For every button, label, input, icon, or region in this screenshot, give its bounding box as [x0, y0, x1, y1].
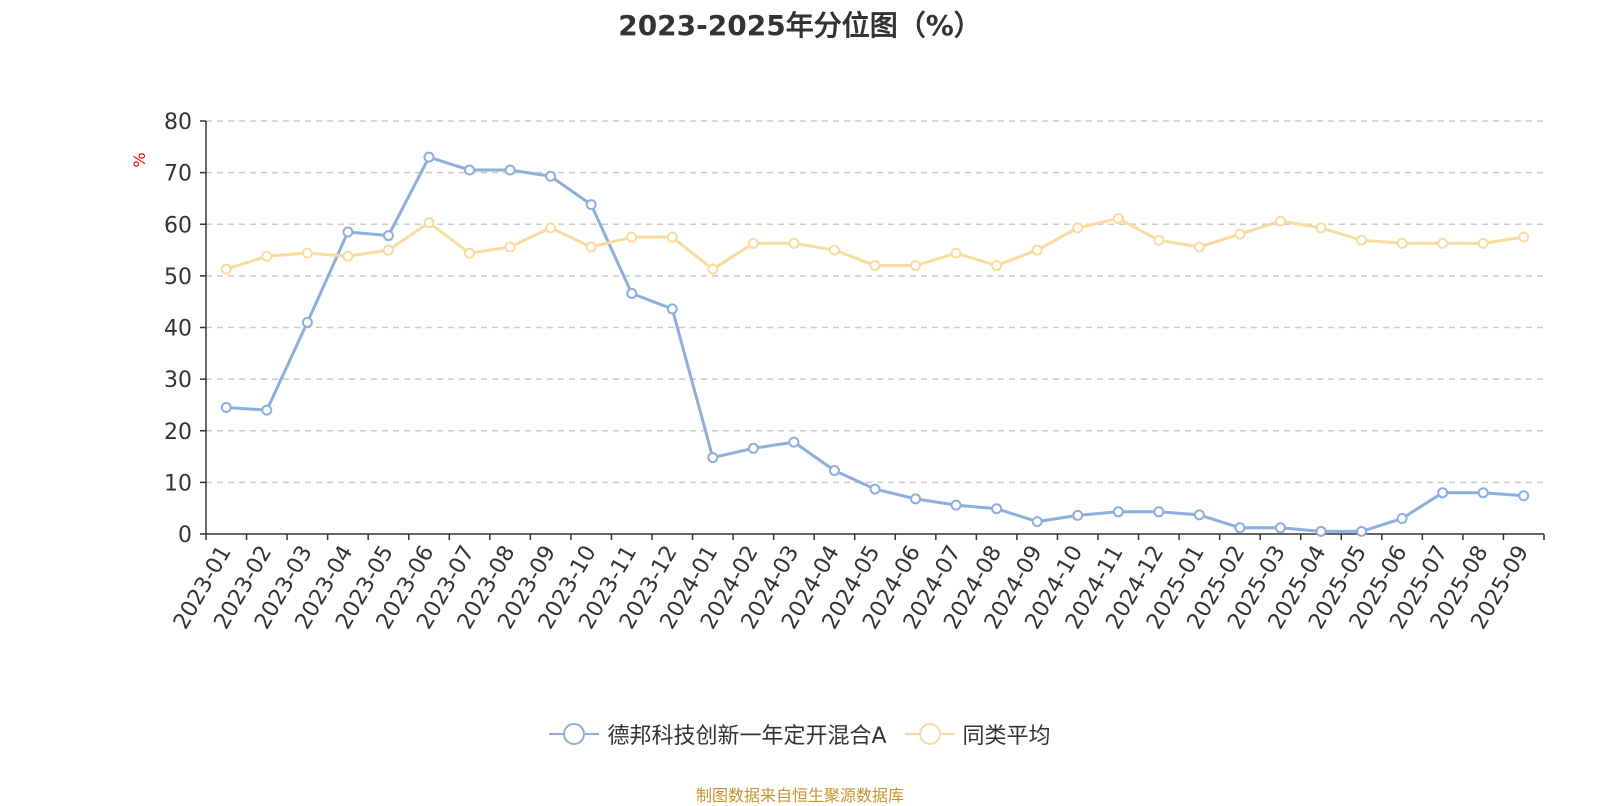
data-point-series-0[interactable] — [869, 483, 881, 495]
data-point-series-1[interactable] — [1518, 231, 1530, 243]
y-axis-label: % — [130, 152, 149, 167]
data-point-series-1[interactable] — [261, 250, 273, 262]
y-tick-label: 20 — [164, 420, 192, 445]
data-point-series-0[interactable] — [1315, 525, 1327, 537]
gridlines — [206, 120, 1544, 484]
data-point-series-0[interactable] — [342, 226, 354, 238]
data-point-series-1[interactable] — [1396, 237, 1408, 249]
data-point-series-1[interactable] — [545, 222, 557, 234]
data-point-series-1[interactable] — [1356, 234, 1368, 246]
data-point-series-1[interactable] — [747, 237, 759, 249]
data-point-series-0[interactable] — [1072, 509, 1084, 521]
data-point-series-0[interactable] — [788, 436, 800, 448]
legend-marker-series-1 — [904, 723, 955, 745]
data-point-series-0[interactable] — [1518, 490, 1530, 502]
data-point-series-0[interactable] — [545, 170, 557, 182]
data-point-series-1[interactable] — [666, 231, 678, 243]
data-point-series-0[interactable] — [1274, 522, 1286, 534]
data-point-series-0[interactable] — [382, 230, 394, 242]
data-point-series-1[interactable] — [342, 250, 354, 262]
data-point-series-0[interactable] — [747, 442, 759, 454]
y-tick-label: 10 — [164, 471, 192, 496]
x-axis-ticks: 2023-012023-022023-032023-042023-052023-… — [169, 534, 1545, 634]
y-tick-label: 60 — [164, 213, 192, 238]
data-point-series-0[interactable] — [1112, 506, 1124, 518]
y-tick-label: 0 — [178, 523, 192, 548]
data-point-series-0[interactable] — [585, 199, 597, 211]
data-point-series-1[interactable] — [423, 217, 435, 229]
series-line-0 — [226, 155, 1524, 533]
chart-title: 2023-2025年分位图（%） — [618, 9, 982, 42]
data-point-series-0[interactable] — [1153, 506, 1165, 518]
data-point-series-0[interactable] — [1031, 516, 1043, 528]
y-tick-label: 50 — [164, 265, 192, 290]
data-point-series-1[interactable] — [1112, 213, 1124, 225]
data-point-series-1[interactable] — [869, 260, 881, 272]
data-point-series-1[interactable] — [585, 241, 597, 253]
data-point-series-0[interactable] — [504, 164, 516, 176]
data-point-series-0[interactable] — [991, 503, 1003, 515]
data-point-series-1[interactable] — [1072, 222, 1084, 234]
data-point-series-0[interactable] — [261, 404, 273, 416]
data-point-series-1[interactable] — [910, 260, 922, 272]
data-point-series-0[interactable] — [707, 452, 719, 464]
data-point-series-1[interactable] — [1153, 234, 1165, 246]
data-point-series-0[interactable] — [666, 303, 678, 315]
data-point-series-1[interactable] — [1437, 237, 1449, 249]
data-point-series-0[interactable] — [301, 316, 313, 328]
data-point-series-0[interactable] — [1356, 525, 1368, 537]
source-note: 制图数据来自恒生聚源数据库 — [695, 786, 904, 805]
data-point-series-0[interactable] — [423, 151, 435, 163]
legend-item-series-1[interactable]: 同类平均 — [904, 718, 1051, 750]
y-axis-ticks: 0 10 20 30 40 50 60 70 80 — [164, 110, 206, 548]
legend-label-series-0: 德邦科技创新一年定开混合A — [607, 724, 887, 749]
data-point-series-0[interactable] — [464, 164, 476, 176]
data-point-series-1[interactable] — [220, 263, 232, 275]
data-point-series-1[interactable] — [464, 247, 476, 259]
data-point-series-1[interactable] — [1477, 237, 1489, 249]
data-point-series-0[interactable] — [220, 402, 232, 414]
legend-label-series-1: 同类平均 — [962, 724, 1051, 749]
y-tick-label: 40 — [164, 317, 192, 342]
data-point-series-0[interactable] — [626, 287, 638, 299]
data-point-series-1[interactable] — [1193, 241, 1205, 253]
series-group — [220, 151, 1530, 537]
data-point-series-0[interactable] — [1234, 522, 1246, 534]
data-point-series-1[interactable] — [504, 241, 516, 253]
data-point-series-1[interactable] — [1234, 228, 1246, 240]
legend-item-series-0[interactable]: 德邦科技创新一年定开混合A — [549, 718, 887, 750]
data-point-series-0[interactable] — [1396, 513, 1408, 525]
y-tick-label: 30 — [164, 368, 192, 393]
data-point-series-0[interactable] — [1477, 487, 1489, 499]
data-point-series-1[interactable] — [788, 237, 800, 249]
data-point-series-0[interactable] — [910, 493, 922, 505]
data-point-series-1[interactable] — [950, 247, 962, 259]
legend-marker-series-0 — [549, 723, 600, 745]
data-point-series-1[interactable] — [991, 260, 1003, 272]
legend: 德邦科技创新一年定开混合A 同类平均 — [0, 718, 1600, 750]
data-point-series-0[interactable] — [1437, 487, 1449, 499]
data-point-series-1[interactable] — [828, 244, 840, 256]
data-point-series-1[interactable] — [1031, 244, 1043, 256]
data-point-series-1[interactable] — [707, 263, 719, 275]
y-tick-label: 80 — [164, 110, 192, 135]
data-point-series-0[interactable] — [1193, 509, 1205, 521]
data-point-series-1[interactable] — [626, 231, 638, 243]
data-point-series-1[interactable] — [1315, 222, 1327, 234]
data-point-series-1[interactable] — [382, 244, 394, 256]
data-point-series-0[interactable] — [828, 465, 840, 477]
data-point-series-1[interactable] — [301, 247, 313, 259]
y-tick-label: 70 — [164, 162, 192, 187]
data-point-series-1[interactable] — [1274, 215, 1286, 227]
data-point-series-0[interactable] — [950, 499, 962, 511]
